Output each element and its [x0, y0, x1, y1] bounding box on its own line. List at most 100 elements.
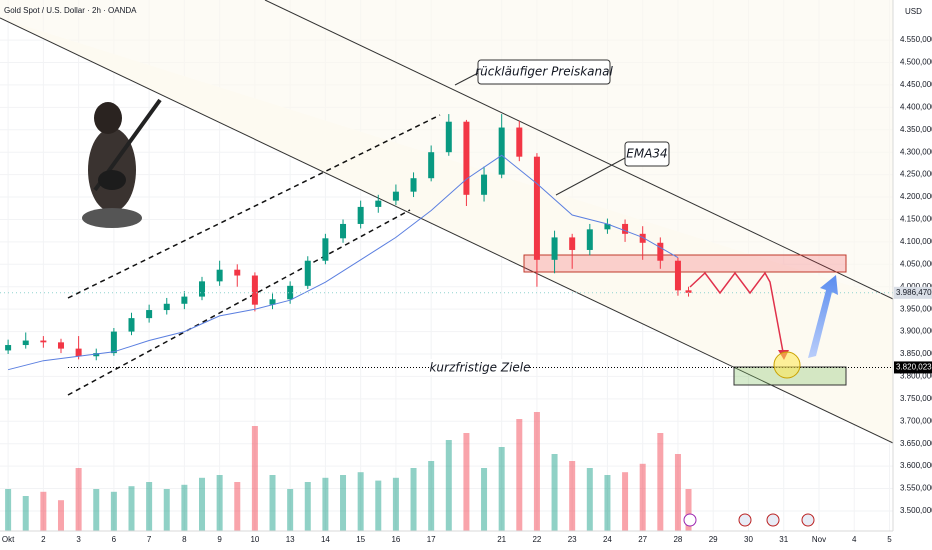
price-label: 3.820,023 — [896, 363, 932, 372]
channel-lower — [0, 17, 894, 444]
callout-box — [477, 59, 611, 85]
candle-body — [357, 206, 364, 224]
x-tick-label: 3 — [76, 535, 81, 544]
plot — [0, 114, 893, 531]
x-tick-label: 15 — [356, 535, 365, 544]
price-label-box — [894, 361, 932, 374]
x-tick-label: 30 — [744, 535, 753, 544]
x-tick-label: 9 — [217, 535, 222, 544]
candle-body — [463, 121, 470, 195]
x-tick-label: 24 — [603, 535, 612, 544]
volume-bar — [57, 500, 64, 531]
y-tick-label: 4.550,000 — [900, 35, 932, 44]
x-tick-label: 21 — [497, 535, 506, 544]
blue-arrow — [808, 275, 838, 358]
candle-body — [146, 310, 153, 319]
volume-bar — [181, 484, 188, 531]
volume-bar — [463, 433, 470, 531]
volume-bar — [146, 482, 153, 531]
candle-body — [428, 152, 435, 179]
dashed-lower — [67, 209, 411, 396]
volume-bar — [251, 426, 258, 531]
candle-body — [392, 191, 399, 201]
resistance-zone — [523, 254, 847, 273]
volume-bar — [533, 412, 540, 531]
x-tick-label: 28 — [673, 535, 682, 544]
x-tick-label: 4 — [852, 535, 857, 544]
y-tick-label: 3.650,000 — [900, 439, 932, 448]
y-tick-label: 3.550,000 — [900, 484, 932, 493]
candle-body — [410, 178, 417, 192]
event-icons — [683, 513, 815, 527]
candle-body — [604, 223, 611, 230]
candle-body — [57, 342, 64, 349]
price-label: 3.986,470 — [896, 288, 932, 297]
volume-bar — [128, 486, 135, 531]
volume-bar — [340, 475, 347, 531]
x-tick-label: 14 — [321, 535, 330, 544]
volume-bar — [269, 475, 276, 531]
y-tick-label: 4.150,000 — [900, 215, 932, 224]
volume-bar — [639, 463, 646, 531]
price-axis — [893, 0, 932, 550]
y-tick-label: 3.600,000 — [900, 461, 932, 470]
volume-bar — [199, 477, 206, 531]
axes: 3.500,000 3.550,000 3.600,000 3.650,000 3.70… — [2, 35, 932, 544]
volume-bar — [304, 482, 311, 531]
x-tick-label: 10 — [250, 535, 259, 544]
channel-upper — [264, 0, 894, 300]
candle-body — [569, 237, 576, 250]
volume-bar — [445, 440, 452, 531]
annotation-bg — [430, 359, 530, 375]
y-tick-label: 4.050,000 — [900, 259, 932, 268]
y-tick-label: 4.400,000 — [900, 102, 932, 111]
volume-bar — [75, 468, 82, 531]
bear-illustration — [82, 98, 162, 228]
volume-bar — [287, 489, 294, 531]
y-tick-label: 3.800,000 — [900, 372, 932, 381]
candle-body — [269, 299, 276, 305]
time-axis — [0, 531, 932, 550]
x-tick-label: 27 — [638, 535, 647, 544]
volume-bar — [498, 447, 505, 531]
volume-bar — [657, 433, 664, 531]
candle-body — [199, 281, 206, 297]
candle-body — [375, 200, 382, 207]
volume-bar — [604, 475, 611, 531]
volume-bar — [5, 489, 12, 531]
candle-body — [586, 229, 593, 250]
candle-body — [657, 242, 664, 261]
volume-bar — [516, 419, 523, 531]
x-tick-label: 22 — [532, 535, 541, 544]
volume-bar — [93, 489, 100, 531]
y-tick-label: 4.450,000 — [900, 80, 932, 89]
x-tick-label: 31 — [779, 535, 788, 544]
y-tick-label: 3.700,000 — [900, 416, 932, 425]
x-tick-label: 8 — [182, 535, 187, 544]
volume-bar — [163, 489, 170, 531]
y-tick-label: 4.500,000 — [900, 58, 932, 67]
chart-title: Gold Spot / U.S. Dollar · 2h · OANDA — [4, 6, 137, 15]
y-tick-label: 4.350,000 — [900, 125, 932, 134]
x-tick-label: 2 — [41, 535, 46, 544]
volume-bar — [481, 468, 488, 531]
y-tick-label: 3.850,000 — [900, 349, 932, 358]
y-tick-label: 4.200,000 — [900, 192, 932, 201]
candle-body — [128, 318, 135, 332]
candle-body — [75, 348, 82, 357]
x-tick-label: 13 — [286, 535, 295, 544]
candle-body — [622, 223, 629, 234]
y-tick-label: 3.900,000 — [900, 327, 932, 336]
volume-bar — [357, 472, 364, 531]
annotation: EMA34 — [626, 147, 667, 161]
y-tick-label: 3.750,000 — [900, 394, 932, 403]
volume-bar — [234, 482, 241, 531]
candle-body — [551, 237, 558, 260]
candle-body — [40, 340, 47, 343]
volume-bar — [551, 454, 558, 531]
x-tick-label: 17 — [427, 535, 436, 544]
candle-body — [216, 269, 223, 282]
y-tick-label: 4.300,000 — [900, 147, 932, 156]
